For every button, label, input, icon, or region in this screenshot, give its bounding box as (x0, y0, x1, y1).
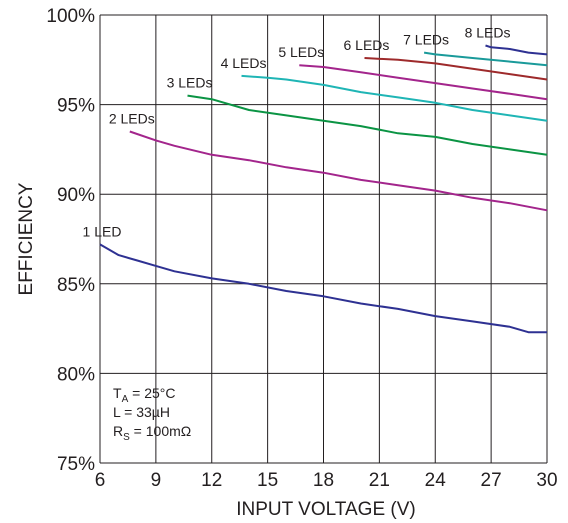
series-line-3 (187, 94, 548, 156)
condition-line: L = 33µH (113, 404, 170, 420)
series-line-5 (299, 64, 548, 101)
x-tick-label: 24 (425, 470, 447, 491)
x-tick-label: 21 (369, 470, 390, 491)
series-line-6 (364, 57, 548, 81)
x-tick-label: 6 (95, 470, 106, 491)
series-label: 7 LEDs (403, 32, 449, 48)
series-label: 3 LEDs (167, 75, 213, 91)
x-tick-label: 15 (257, 470, 278, 491)
condition-line: RS = 100mΩ (113, 423, 191, 443)
y-axis-title: EFFICIENCY (16, 182, 37, 295)
y-tick-label: 95% (57, 96, 95, 117)
grid (99, 14, 548, 464)
series-label: 5 LEDs (278, 44, 324, 60)
series-label: 8 LEDs (465, 24, 511, 40)
x-tick-label: 9 (151, 470, 162, 491)
series-label: 2 LEDs (109, 110, 155, 126)
y-tick-label: 100% (46, 6, 95, 27)
series-label: 4 LEDs (221, 55, 267, 71)
x-tick-label: 18 (313, 470, 334, 491)
series-label: 1 LED (83, 223, 122, 239)
y-tick-label: 85% (57, 275, 95, 296)
x-tick-label: 12 (201, 470, 222, 491)
tick-labels: 6 9 12 15 18 21 24 27 30 75% 80% 85% 90% 95% 100% (46, 6, 557, 491)
y-tick-label: 80% (57, 364, 95, 385)
series-labels: 1 LED 2 LEDs 3 LEDs 4 LEDs 5 LEDs 6 LEDs 7 LED… (83, 24, 511, 239)
series-line-2 (129, 130, 548, 212)
series-label: 6 LEDs (344, 37, 390, 53)
series-line-1 (99, 243, 547, 334)
x-tick-label: 30 (536, 470, 557, 491)
series-line-8 (485, 44, 548, 56)
conditions-box: TA = 25°CL = 33µH RS = 100mΩ (113, 385, 191, 443)
x-axis-title: INPUT VOLTAGE (V) (236, 499, 415, 520)
series-lines (99, 44, 548, 334)
series-line-4 (241, 74, 548, 122)
series-line-7 (423, 51, 548, 67)
x-tick-label: 27 (481, 470, 502, 491)
y-tick-label: 75% (57, 454, 95, 475)
y-tick-label: 90% (57, 185, 95, 206)
condition-line: TA = 25°C (113, 385, 175, 405)
